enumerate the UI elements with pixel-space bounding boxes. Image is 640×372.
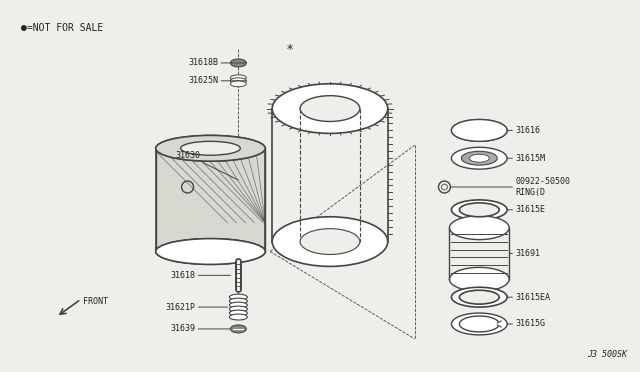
Ellipse shape — [300, 229, 360, 254]
Text: 31625N: 31625N — [188, 76, 246, 85]
Ellipse shape — [230, 78, 246, 84]
Ellipse shape — [272, 84, 388, 134]
Text: *: * — [287, 42, 293, 55]
Ellipse shape — [461, 151, 497, 165]
Ellipse shape — [229, 310, 247, 316]
Text: 31615M: 31615M — [507, 154, 545, 163]
Ellipse shape — [156, 135, 265, 161]
Text: 31691: 31691 — [509, 249, 540, 258]
Ellipse shape — [156, 238, 265, 264]
Ellipse shape — [451, 147, 507, 169]
Ellipse shape — [451, 119, 507, 141]
Ellipse shape — [229, 314, 247, 320]
Ellipse shape — [272, 217, 388, 266]
Text: 31630: 31630 — [175, 151, 238, 180]
Ellipse shape — [469, 154, 489, 162]
Ellipse shape — [460, 290, 499, 304]
Bar — [156, 148, 265, 251]
Text: 31616: 31616 — [507, 126, 540, 135]
Text: FRONT: FRONT — [83, 296, 108, 306]
Ellipse shape — [230, 81, 246, 87]
Text: 31615E: 31615E — [507, 205, 545, 214]
Ellipse shape — [180, 141, 241, 155]
Ellipse shape — [229, 294, 247, 300]
Ellipse shape — [229, 298, 247, 304]
Text: 31615EA: 31615EA — [507, 293, 550, 302]
Ellipse shape — [449, 267, 509, 291]
Ellipse shape — [230, 325, 246, 333]
Text: 31615G: 31615G — [507, 320, 545, 328]
Ellipse shape — [230, 75, 246, 81]
Ellipse shape — [451, 313, 507, 335]
Ellipse shape — [156, 238, 265, 264]
Ellipse shape — [451, 119, 507, 141]
Text: 31618B: 31618B — [188, 58, 246, 67]
Text: J3 500SK: J3 500SK — [587, 350, 627, 359]
Text: 00922-50500
RING(D: 00922-50500 RING(D — [451, 177, 570, 197]
Ellipse shape — [300, 96, 360, 122]
Ellipse shape — [460, 203, 499, 217]
Ellipse shape — [451, 287, 507, 307]
Ellipse shape — [156, 135, 265, 161]
Ellipse shape — [229, 306, 247, 312]
Ellipse shape — [229, 302, 247, 308]
Ellipse shape — [230, 59, 246, 67]
Text: ●=NOT FOR SALE: ●=NOT FOR SALE — [21, 23, 104, 33]
Text: 31618: 31618 — [170, 271, 230, 280]
Text: 31621P: 31621P — [166, 302, 227, 312]
Ellipse shape — [449, 216, 509, 240]
Ellipse shape — [451, 200, 507, 220]
Text: 31639: 31639 — [170, 324, 230, 333]
